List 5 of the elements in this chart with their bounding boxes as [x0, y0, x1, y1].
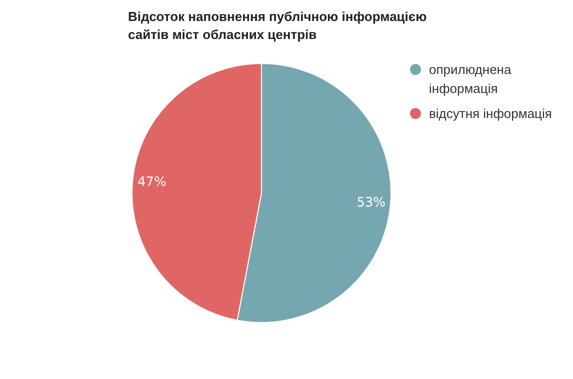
legend-label: відсутня інформація — [429, 105, 552, 123]
chart-title: Відсоток наповнення публічною інформацією сайтів міст обласних центрів — [128, 8, 428, 44]
data-label: 47% — [137, 175, 166, 190]
legend-label: оприлюднена інформація — [429, 61, 512, 98]
data-label: 53% — [356, 196, 386, 211]
